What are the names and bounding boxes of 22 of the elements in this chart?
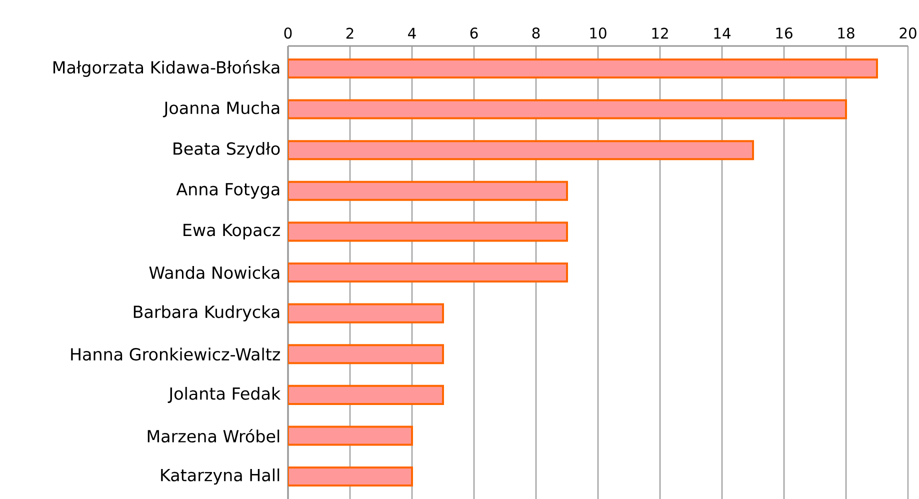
x-tick-label: 2 bbox=[346, 28, 354, 39]
y-tick-label: Jolanta Fedak bbox=[168, 386, 281, 403]
x-tick-label: 12 bbox=[652, 28, 668, 39]
x-tick-label: 0 bbox=[284, 28, 292, 39]
x-tick-label: 16 bbox=[776, 28, 792, 39]
y-tick-label: Katarzyna Hall bbox=[161, 468, 280, 485]
x-tick-label: 10 bbox=[590, 28, 606, 39]
x-tick-label: 14 bbox=[714, 28, 731, 39]
y-tick-label: Marzena Wróbel bbox=[148, 428, 280, 443]
x-tick-label: 8 bbox=[532, 28, 540, 39]
y-tick-label: Joanna Mucha bbox=[162, 101, 280, 118]
y-tick-label: Hanna Gronkiewicz-Waltz bbox=[71, 348, 280, 361]
x-tick-label: 18 bbox=[838, 28, 854, 39]
x-tick-label: 4 bbox=[408, 28, 416, 39]
y-tick-label: Małgorzata Kidawa-Błońska bbox=[53, 60, 280, 77]
y-tick-label: Barbara Kudrycka bbox=[134, 305, 280, 322]
x-tick-label: 20 bbox=[900, 28, 916, 39]
y-tick-label: Beata Szydło bbox=[174, 142, 280, 158]
y-tick-label: Wanda Nowicka bbox=[149, 266, 280, 279]
x-tick-label: 6 bbox=[470, 28, 478, 39]
y-tick-label: Ewa Kopacz bbox=[184, 224, 280, 240]
y-tick-label: Anna Fotyga bbox=[176, 183, 280, 199]
